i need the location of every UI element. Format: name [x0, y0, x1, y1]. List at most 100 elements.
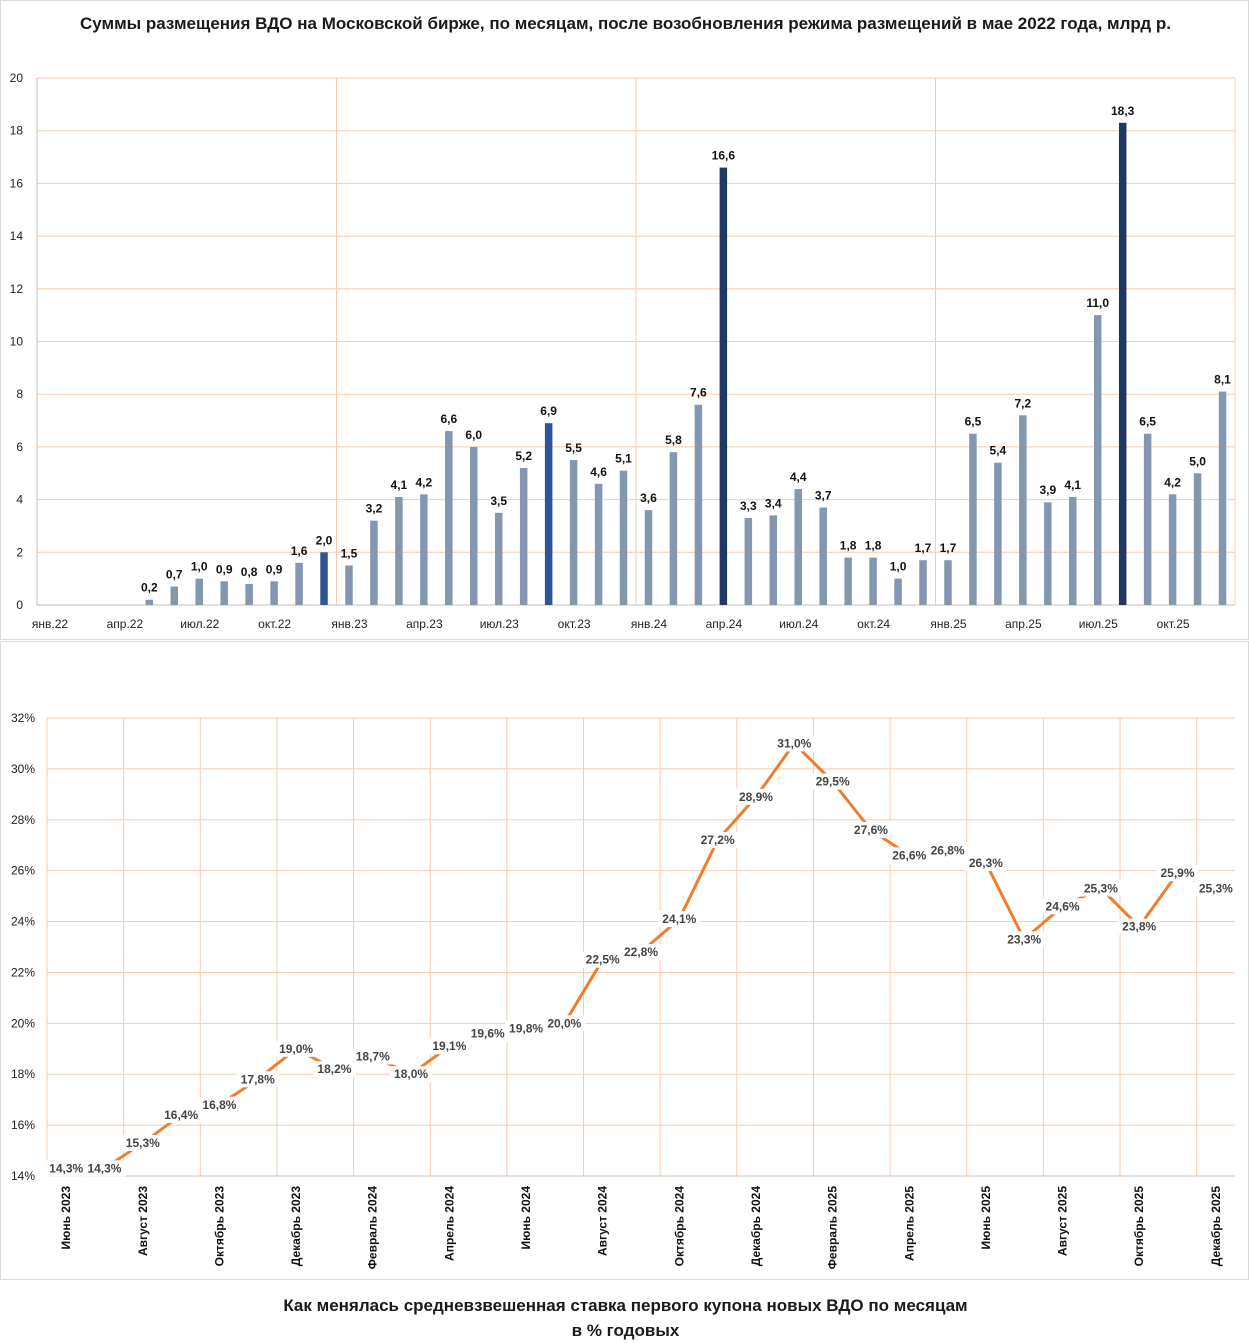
point-label-bg: [121, 1134, 164, 1151]
point-label-bg: [734, 788, 777, 805]
bar: [744, 518, 753, 605]
point-value-label: 26,8%: [931, 843, 965, 857]
line-x-tick-label: Декабрь 2025: [1209, 1186, 1223, 1267]
point-label: 16,8%: [198, 1096, 241, 1113]
line-x-tick-label: Февраль 2025: [826, 1186, 840, 1270]
line-x-tick-label: Февраль 2024: [366, 1186, 380, 1270]
bar: [794, 489, 802, 605]
point-value-label: 28,9%: [739, 790, 773, 804]
point-value-label: 29,5%: [816, 775, 850, 789]
bar-value-label: 1,0: [191, 560, 208, 574]
point-value-label: 18,0%: [394, 1067, 428, 1081]
bar-value-label: 1,7: [915, 541, 932, 555]
bar: [969, 433, 977, 605]
point-label: 26,3%: [964, 855, 1007, 872]
point-label-bg: [505, 1020, 548, 1037]
bar-x-tick-label: апр.23: [406, 617, 443, 631]
bar-x-tick-label: окт.25: [1157, 617, 1190, 631]
line-x-tick-label: Июнь 2023: [59, 1186, 73, 1250]
line-x-tick-label: Август 2023: [136, 1186, 150, 1256]
bar-value-label: 4,2: [416, 475, 433, 489]
point-label-bg: [275, 1040, 318, 1057]
bar-value-label: 3,9: [1039, 483, 1056, 497]
point-value-label: 19,6%: [471, 1027, 505, 1041]
bar-value-label: 3,2: [366, 502, 383, 516]
bar-x-tick-label: янв.24: [631, 617, 668, 631]
point-value-label: 22,5%: [586, 953, 620, 967]
bar: [1019, 415, 1027, 605]
line-chart-title: Как менялась средневзвешенная ставка пер…: [283, 1296, 968, 1340]
bar-value-label: 1,5: [341, 546, 358, 560]
point-label: 25,9%: [1156, 865, 1199, 882]
bar: [145, 599, 154, 605]
point-label-bg: [811, 773, 854, 790]
point-label-bg: [888, 847, 931, 864]
bar: [844, 557, 852, 605]
bar-chart-svg: 0 2 4 6 8 10 12 14 16 18 20 0,2 0,7 1,0 0,9 0,8 0,9 1,6 2,…: [10, 71, 1236, 631]
point-label: 26,8%: [926, 842, 969, 859]
point-value-label: 25,9%: [1161, 866, 1195, 880]
line-x-tick-label: Август 2025: [1056, 1186, 1070, 1256]
bar-x-tick-label: июл.23: [480, 617, 519, 631]
bar-value-label: 1,0: [890, 560, 907, 574]
line-y-tick-label: 22%: [11, 965, 35, 979]
bar-x-tick-label: янв.23: [331, 617, 368, 631]
bar-x-tick-label: апр.24: [706, 617, 743, 631]
point-value-label: 24,6%: [1046, 899, 1080, 913]
bar: [644, 510, 653, 605]
point-label: 25,3%: [1079, 880, 1122, 897]
line-y-tick-label: 28%: [11, 813, 35, 827]
line-y-tick-label: 18%: [11, 1067, 35, 1081]
bar-x-tick-label: окт.24: [857, 617, 890, 631]
line-y-tick-label: 24%: [11, 915, 35, 929]
bar: [170, 586, 179, 605]
bar-x-tick-label: янв.25: [930, 617, 967, 631]
bar-value-label: 1,8: [865, 539, 882, 553]
line-x-tick-label: Октябрь 2023: [213, 1186, 227, 1267]
bar-value-label: 4,2: [1164, 475, 1181, 489]
bar-value-label: 3,5: [490, 494, 507, 508]
point-value-label: 14,3%: [87, 1161, 121, 1175]
point-value-label: 19,1%: [432, 1039, 466, 1053]
point-value-label: 25,3%: [1199, 881, 1233, 895]
bar: [669, 452, 678, 605]
bar: [519, 467, 528, 605]
bar-x-tick-label: окт.22: [258, 617, 291, 631]
bar: [1218, 391, 1227, 605]
bar-x-tick-label: окт.23: [558, 617, 591, 631]
bar: [220, 581, 228, 605]
point-label-bg: [543, 1015, 586, 1032]
bar: [1093, 315, 1102, 605]
line-x-tick-label: Апрель 2024: [442, 1186, 456, 1261]
bar-value-label: 5,8: [665, 433, 682, 447]
bar: [619, 470, 628, 605]
bar-value-label: 0,2: [141, 581, 158, 595]
bar-value-label: 5,2: [515, 449, 532, 463]
bar: [994, 462, 1002, 605]
bar: [894, 578, 902, 605]
bar-value-label: 0,8: [241, 565, 258, 579]
bar-y-tick-label: 2: [16, 545, 23, 559]
point-label: 24,6%: [1041, 898, 1084, 915]
point-label: 23,8%: [1118, 918, 1161, 935]
point-label-bg: [1118, 918, 1161, 935]
bar-value-label: 0,9: [266, 562, 283, 576]
bar-value-label: 3,4: [765, 496, 782, 510]
line-y-tick-label: 16%: [11, 1118, 35, 1132]
point-label-bg: [1003, 931, 1046, 948]
bar-value-label: 1,8: [840, 539, 857, 553]
line-y-tick-label: 14%: [11, 1169, 35, 1183]
bar-y-tick-label: 20: [10, 71, 24, 85]
point-label: 18,7%: [351, 1048, 394, 1065]
bar: [295, 562, 303, 605]
bar: [445, 431, 453, 605]
point-value-label: 20,0%: [547, 1016, 581, 1030]
point-label-bg: [83, 1160, 126, 1177]
bar-value-label: 4,4: [790, 470, 807, 484]
bar-value-label: 6,0: [465, 428, 482, 442]
bar: [395, 496, 403, 605]
bar-value-label: 4,6: [590, 465, 607, 479]
point-label: 22,5%: [581, 951, 624, 968]
line-x-tick-label: Декабрь 2023: [289, 1186, 303, 1267]
point-value-label: 19,0%: [279, 1042, 313, 1056]
